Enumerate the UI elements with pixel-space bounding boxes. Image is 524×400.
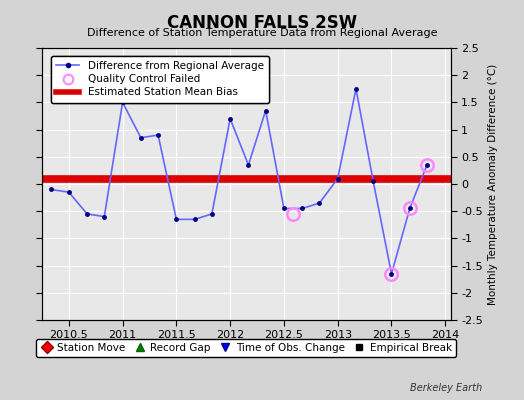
Y-axis label: Monthly Temperature Anomaly Difference (°C): Monthly Temperature Anomaly Difference (… bbox=[488, 63, 498, 305]
Text: CANNON FALLS 2SW: CANNON FALLS 2SW bbox=[167, 14, 357, 32]
Legend: Difference from Regional Average, Quality Control Failed, Estimated Station Mean: Difference from Regional Average, Qualit… bbox=[51, 56, 269, 102]
Text: Berkeley Earth: Berkeley Earth bbox=[410, 383, 482, 393]
Text: Difference of Station Temperature Data from Regional Average: Difference of Station Temperature Data f… bbox=[87, 28, 437, 38]
Legend: Station Move, Record Gap, Time of Obs. Change, Empirical Break: Station Move, Record Gap, Time of Obs. C… bbox=[36, 339, 456, 357]
